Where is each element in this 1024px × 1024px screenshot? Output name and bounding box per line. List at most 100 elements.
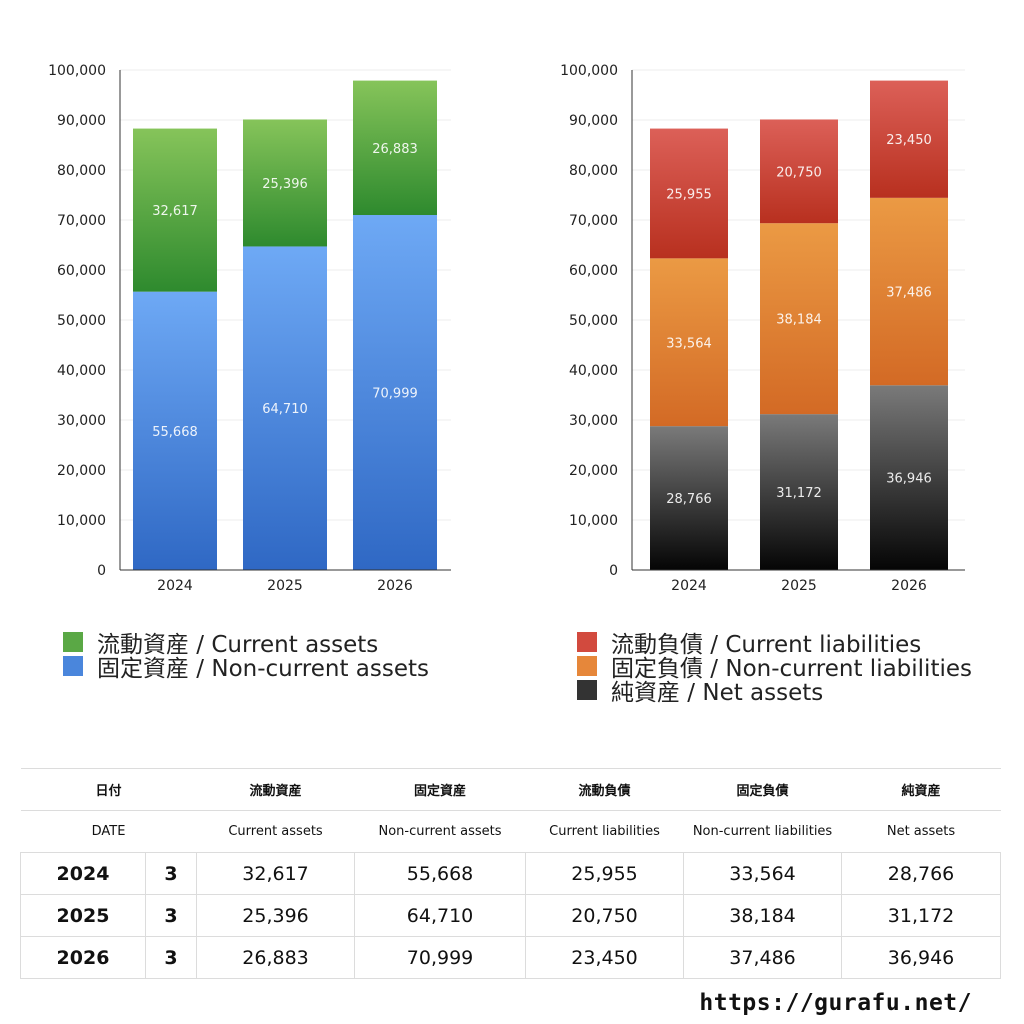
assets-chart-data-label: 32,617 <box>152 204 198 219</box>
assets-chart-ytick-label: 70,000 <box>57 213 106 229</box>
header-non-current-liabilities-en: Non-current liabilities <box>683 810 842 853</box>
cell-non-current-liabilities: 33,564 <box>683 852 843 895</box>
liabilities-chart-xtick-label: 2024 <box>671 578 707 594</box>
header-net-assets-en: Net assets <box>841 810 1001 853</box>
liabilities-chart-bar-segment <box>650 258 728 427</box>
liabilities-chart-bar-segment <box>650 128 728 259</box>
assets-chart: 0 10,000 20,000 30,000 40,000 50,000 60,000 70,… <box>48 63 451 594</box>
liabilities-chart-ytick-label: 90,000 <box>569 113 618 129</box>
liabilities-chart-ytick-label: 100,000 <box>560 63 618 79</box>
assets-chart-ytick-label: 40,000 <box>57 363 106 379</box>
row-month: 3 <box>144 894 198 937</box>
legend-swatch-non-current-assets <box>63 656 83 676</box>
liabilities-chart-bar-segment <box>760 223 838 415</box>
assets-chart-xtick-label: 2024 <box>157 578 193 594</box>
cell-current-assets: 26,883 <box>196 936 356 979</box>
legend-swatch-non-current-liabilities <box>577 656 597 676</box>
assets-chart-ytick-label: 100,000 <box>48 63 106 79</box>
assets-chart-ytick-label: 30,000 <box>57 413 106 429</box>
assets-chart-bar-segment <box>133 291 217 570</box>
assets-chart-data-label: 55,668 <box>152 425 198 440</box>
liabilities-chart: 0 10,000 20,000 30,000 40,000 50,000 60,000 70,… <box>560 63 965 594</box>
legend-label-non-current-assets: 固定資産 / Non-current assets <box>97 656 430 682</box>
liabilities-legend: 流動負債 / Current liabilities 固定負債 / Non-cu… <box>577 630 972 706</box>
liabilities-chart-ytick-label: 80,000 <box>569 163 618 179</box>
cell-non-current-liabilities: 37,486 <box>683 936 843 979</box>
legend-item-current-liabilities: 流動負債 / Current liabilities <box>577 630 972 658</box>
cell-current-liabilities: 23,450 <box>525 936 685 979</box>
cell-non-current-assets: 64,710 <box>354 894 527 937</box>
assets-chart-ytick-label: 90,000 <box>57 113 106 129</box>
liabilities-chart-data-label: 36,946 <box>886 472 932 487</box>
liabilities-chart-data-label: 33,564 <box>666 336 712 351</box>
data-table: 日付 流動資産 固定資産 流動負債 固定負債 純資産 DATE Current … <box>20 768 1002 979</box>
liabilities-chart-bar-segment <box>870 385 948 570</box>
liabilities-chart-data-label: 25,955 <box>666 187 712 202</box>
assets-chart-ytick-label: 60,000 <box>57 263 106 279</box>
liabilities-chart-ytick-label: 0 <box>609 563 618 579</box>
liabilities-chart-data-label: 37,486 <box>886 286 932 301</box>
legend-label-current-liabilities: 流動負債 / Current liabilities <box>611 632 922 658</box>
legend-item-net-assets: 純資産 / Net assets <box>577 678 972 706</box>
assets-legend: 流動資産 / Current assets 固定資産 / Non-current… <box>63 630 429 682</box>
row-year: 2024 <box>20 852 146 895</box>
assets-chart-ytick-label: 10,000 <box>57 513 106 529</box>
liabilities-chart-ytick-label: 20,000 <box>569 463 618 479</box>
liabilities-chart-ytick-label: 50,000 <box>569 313 618 329</box>
liabilities-chart-ytick-label: 70,000 <box>569 213 618 229</box>
header-non-current-liabilities-jp: 固定負債 <box>683 768 842 811</box>
assets-chart-ytick-label: 80,000 <box>57 163 106 179</box>
legend-item-non-current-assets: 固定資産 / Non-current assets <box>63 654 429 682</box>
assets-chart-bar-segment <box>133 128 217 292</box>
liabilities-chart-xtick-label: 2026 <box>891 578 927 594</box>
legend-label-current-assets: 流動資産 / Current assets <box>97 632 379 658</box>
liabilities-chart-data-label: 38,184 <box>776 313 822 328</box>
liabilities-chart-ytick-label: 30,000 <box>569 413 618 429</box>
liabilities-chart-ytick-label: 60,000 <box>569 263 618 279</box>
table-header-row-jp: 日付 流動資産 固定資産 流動負債 固定負債 純資産 <box>20 768 1001 811</box>
assets-chart-data-label: 70,999 <box>372 387 418 402</box>
table-row: 2026 3 26,883 70,999 23,450 37,486 36,94… <box>20 936 1002 979</box>
legend-swatch-net-assets <box>577 680 597 700</box>
header-non-current-assets-jp: 固定資産 <box>354 768 526 811</box>
header-date-jp: 日付 <box>20 768 197 811</box>
header-current-assets-jp: 流動資産 <box>196 768 355 811</box>
assets-chart-bar-segment <box>243 246 327 570</box>
header-non-current-assets-en: Non-current assets <box>354 810 526 853</box>
legend-item-current-assets: 流動資産 / Current assets <box>63 630 429 658</box>
table-header-row-en: DATE Current assets Non-current assets C… <box>20 810 1001 853</box>
row-month: 3 <box>144 852 198 895</box>
liabilities-chart-data-label: 31,172 <box>776 486 822 501</box>
header-date-en: DATE <box>20 810 197 853</box>
cell-current-liabilities: 20,750 <box>525 894 685 937</box>
assets-chart-data-label: 64,710 <box>262 402 308 417</box>
legend-swatch-current-assets <box>63 632 83 652</box>
row-year: 2025 <box>20 894 146 937</box>
assets-chart-ytick-label: 20,000 <box>57 463 106 479</box>
cell-non-current-assets: 55,668 <box>354 852 527 895</box>
liabilities-chart-data-label: 20,750 <box>776 165 822 180</box>
header-current-assets-en: Current assets <box>196 810 355 853</box>
legend-label-net-assets: 純資産 / Net assets <box>611 680 824 706</box>
liabilities-chart-ytick-label: 10,000 <box>569 513 618 529</box>
cell-net-assets: 36,946 <box>841 936 1002 979</box>
cell-current-assets: 25,396 <box>196 894 356 937</box>
cell-net-assets: 28,766 <box>841 852 1002 895</box>
cell-current-liabilities: 25,955 <box>525 852 685 895</box>
liabilities-chart-bar-segment <box>650 426 728 570</box>
header-current-liabilities-en: Current liabilities <box>525 810 684 853</box>
liabilities-chart-data-label: 23,450 <box>886 133 932 148</box>
cell-current-assets: 32,617 <box>196 852 356 895</box>
assets-chart-bar-segment <box>243 119 327 247</box>
assets-chart-bar-segment <box>353 80 437 216</box>
cell-net-assets: 31,172 <box>841 894 1002 937</box>
assets-chart-ytick-label: 0 <box>97 563 106 579</box>
liabilities-chart-ytick-label: 40,000 <box>569 363 618 379</box>
liabilities-chart-data-label: 28,766 <box>666 492 712 507</box>
row-year: 2026 <box>20 936 146 979</box>
assets-chart-xtick-label: 2025 <box>267 578 303 594</box>
legend-item-non-current-liabilities: 固定負債 / Non-current liabilities <box>577 654 972 682</box>
header-current-liabilities-jp: 流動負債 <box>525 768 684 811</box>
source-url[interactable]: https://gurafu.net/ <box>699 990 972 1016</box>
assets-chart-ytick-label: 50,000 <box>57 313 106 329</box>
